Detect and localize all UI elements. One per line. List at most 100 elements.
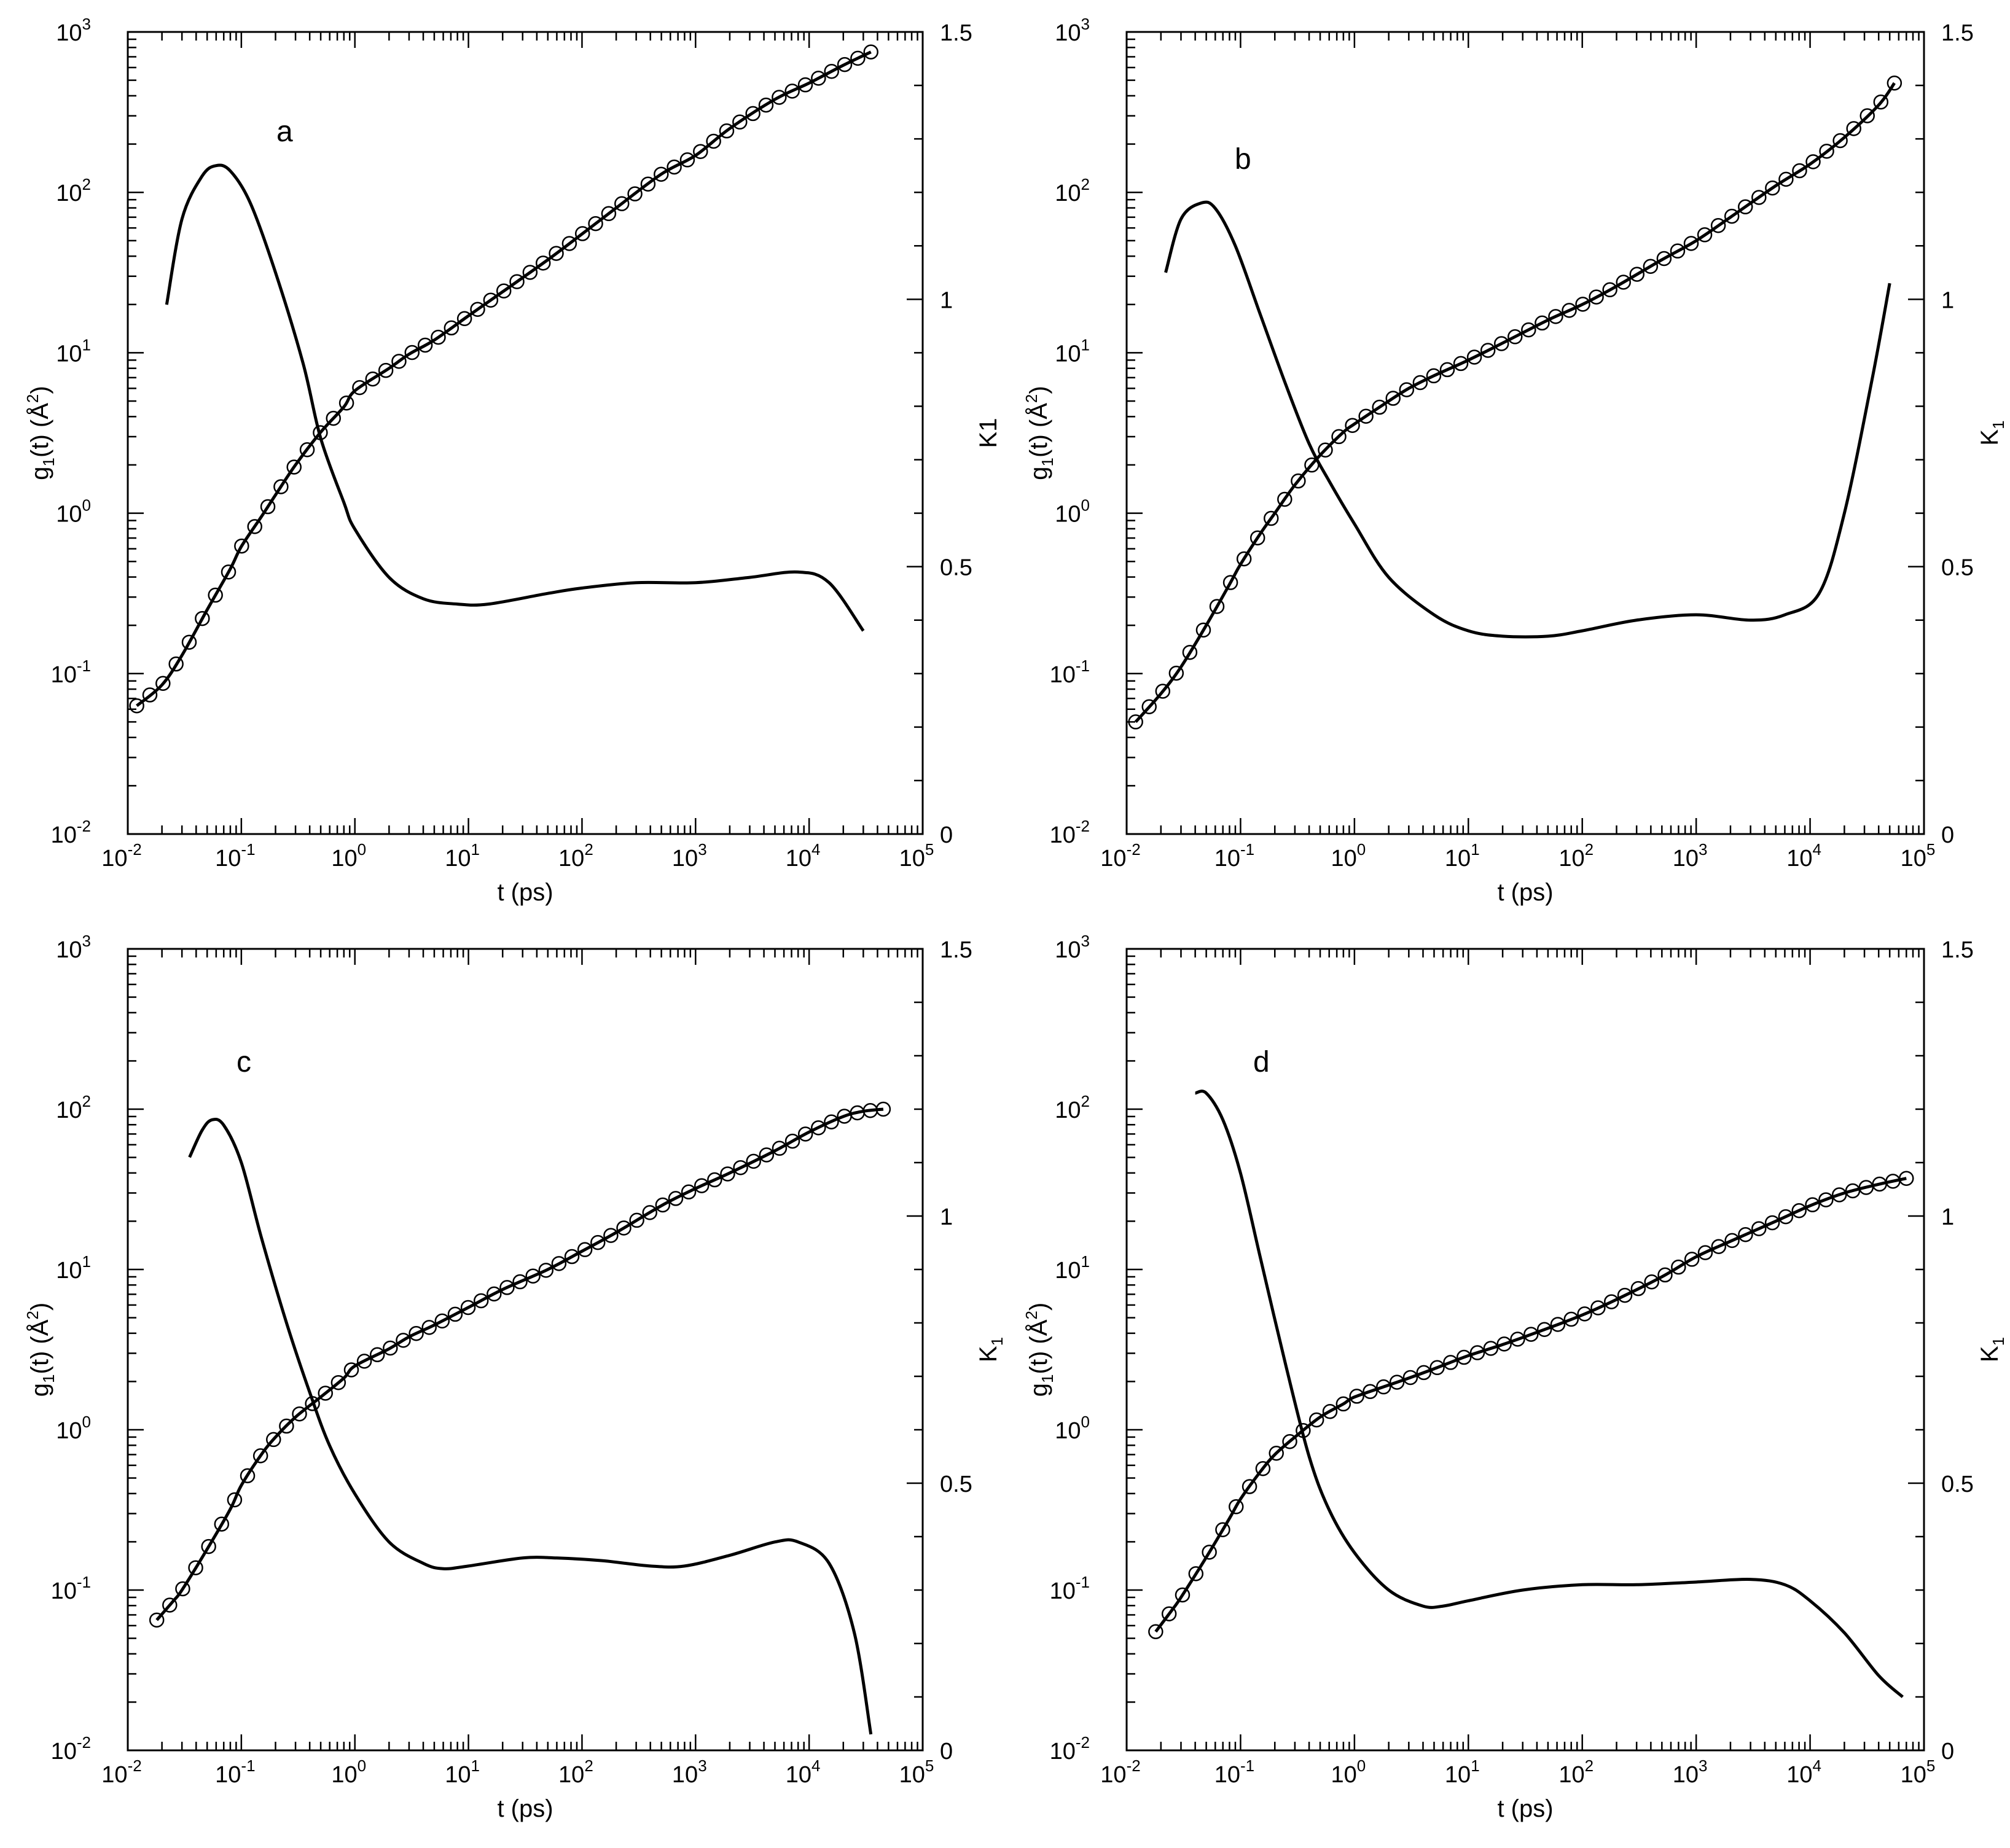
series-line-right [1164, 200, 1891, 639]
y-right-tick-label: 0 [940, 1739, 953, 1764]
data-point [1521, 322, 1536, 338]
x-tick-label: 103 [1673, 1756, 1708, 1788]
data-point [338, 395, 354, 411]
data-point [1590, 1300, 1606, 1316]
data-point [601, 206, 617, 222]
data-point [1778, 171, 1794, 187]
data-point [1603, 1294, 1619, 1309]
data-point [1426, 368, 1442, 384]
y-right-tick-label: 1 [1941, 1204, 1954, 1230]
y-left-tick-label: 103 [1055, 15, 1090, 46]
data-point [273, 479, 289, 494]
data-point [574, 226, 590, 241]
data-point [668, 1191, 684, 1206]
y-left-tick-label: 10-1 [1050, 657, 1090, 688]
x-tick-label: 102 [558, 840, 593, 871]
x-tick-label: 103 [672, 1756, 707, 1788]
data-point [1818, 1192, 1834, 1207]
data-point [1832, 133, 1848, 149]
x-tick-label: 100 [1331, 1756, 1366, 1788]
data-point [538, 1263, 554, 1278]
data-point [1548, 309, 1563, 324]
data-point [733, 1160, 748, 1175]
data-point [616, 1220, 632, 1236]
panel-c: 10-2 10-1 100 101 102 103 104 105 t (ps) 10-2 10-1… [23, 932, 1006, 1822]
series-line-right [1195, 1090, 1904, 1698]
x-tick-label: 10-1 [1214, 840, 1254, 871]
data-point [201, 1538, 216, 1554]
data-point [811, 1120, 826, 1136]
data-point [1439, 362, 1455, 378]
data-point [1724, 208, 1740, 224]
y-right-axis-label: K1 [1976, 1337, 2008, 1362]
data-point [1349, 1389, 1364, 1404]
data-point [745, 106, 761, 122]
data-point [378, 362, 394, 378]
data-point [1536, 1322, 1552, 1337]
y-left-tick-label: 101 [1055, 1252, 1090, 1284]
y-right-axis-label: K1 [1976, 420, 2008, 445]
data-point [654, 166, 669, 182]
data-point [1222, 575, 1238, 590]
data-point [447, 1306, 463, 1322]
y-right-tick-label: 1 [940, 1204, 953, 1230]
data-point [1480, 343, 1496, 358]
series-line-left [1134, 82, 1896, 723]
y-left-tick-label: 10-1 [51, 1573, 91, 1604]
data-point [746, 1153, 761, 1169]
data-point [1792, 163, 1807, 179]
data-point [1724, 1233, 1740, 1249]
data-point [1399, 382, 1415, 397]
y-left-tick-label: 10-2 [51, 1733, 91, 1764]
data-point [383, 1340, 398, 1356]
y-left-axis-label: g1(t) (Å2) [1022, 386, 1057, 480]
data-point [1168, 665, 1184, 681]
panel-b: 10-2 10-1 100 101 102 103 104 105 t (ps) 10-2 10-1… [1022, 15, 2008, 906]
data-point [460, 1300, 476, 1316]
data-point [1291, 473, 1306, 489]
data-point [208, 587, 223, 603]
y-left-tick-label: 100 [1055, 1413, 1090, 1444]
data-point [1764, 1215, 1780, 1231]
data-point [444, 320, 459, 336]
data-point [1128, 714, 1143, 730]
x-tick-label: 105 [899, 840, 934, 871]
y-right-tick-label: 0.5 [940, 555, 972, 581]
data-point [1550, 1317, 1566, 1332]
data-point [535, 255, 551, 271]
data-point [525, 1268, 541, 1284]
data-point [512, 1274, 528, 1290]
data-point [227, 1492, 243, 1508]
data-point [549, 246, 564, 261]
data-point [1656, 251, 1672, 267]
data-point [1778, 1209, 1794, 1225]
data-point [1887, 76, 1902, 91]
data-point [824, 63, 839, 79]
data-point [561, 236, 577, 251]
data-point [1363, 1384, 1378, 1400]
data-point [1630, 1281, 1646, 1296]
data-point [487, 1286, 502, 1302]
data-point [434, 1313, 450, 1329]
plot-frame [127, 31, 924, 835]
data-point [758, 97, 774, 113]
y-left-tick-label: 101 [56, 335, 91, 367]
data-point [175, 1581, 190, 1597]
data-point [409, 1325, 424, 1341]
data-point [679, 152, 695, 168]
data-point [496, 283, 512, 298]
y-left-tick-label: 100 [56, 1413, 91, 1444]
data-point [417, 337, 433, 353]
data-point [286, 459, 302, 475]
y-right-tick-label: 1 [940, 287, 953, 313]
data-point [1209, 599, 1225, 614]
data-point [247, 519, 262, 534]
data-point [1711, 1239, 1727, 1254]
data-point [590, 1234, 606, 1250]
panel-d: 10-2 10-1 100 101 102 103 104 105 t (ps) 10-2 10-1… [1022, 932, 2008, 1822]
data-point [1602, 282, 1617, 298]
data-point [707, 1172, 722, 1188]
data-point [1469, 1345, 1485, 1360]
data-point [1416, 1365, 1431, 1381]
x-axis-label: t (ps) [497, 1795, 553, 1822]
